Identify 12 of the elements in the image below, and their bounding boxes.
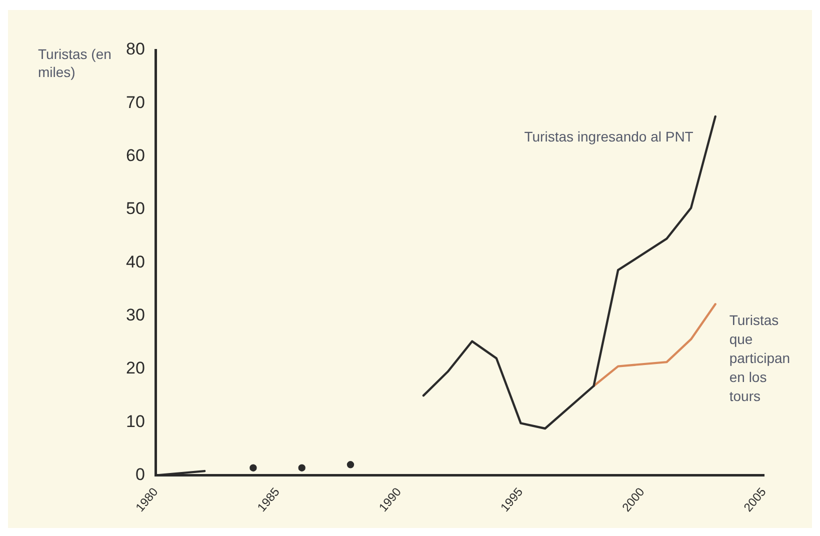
y-tick-label: 40 — [126, 252, 145, 272]
y-tick-label: 60 — [126, 146, 145, 166]
y-tick-label: 20 — [126, 358, 145, 378]
y-axis-title: Turistas (en miles) — [38, 46, 112, 80]
series-label: Turistas ingresando al PNT — [524, 128, 694, 144]
y-tick-label: 30 — [126, 305, 145, 324]
y-tick-label: 0 — [135, 464, 145, 484]
y-tick-label: 70 — [126, 92, 145, 112]
y-tick-label: 50 — [126, 199, 145, 218]
y-tick-label: 10 — [126, 412, 145, 431]
y-tick-label: 80 — [126, 40, 145, 59]
series-label: Turistas que participan en los tours — [729, 312, 790, 404]
